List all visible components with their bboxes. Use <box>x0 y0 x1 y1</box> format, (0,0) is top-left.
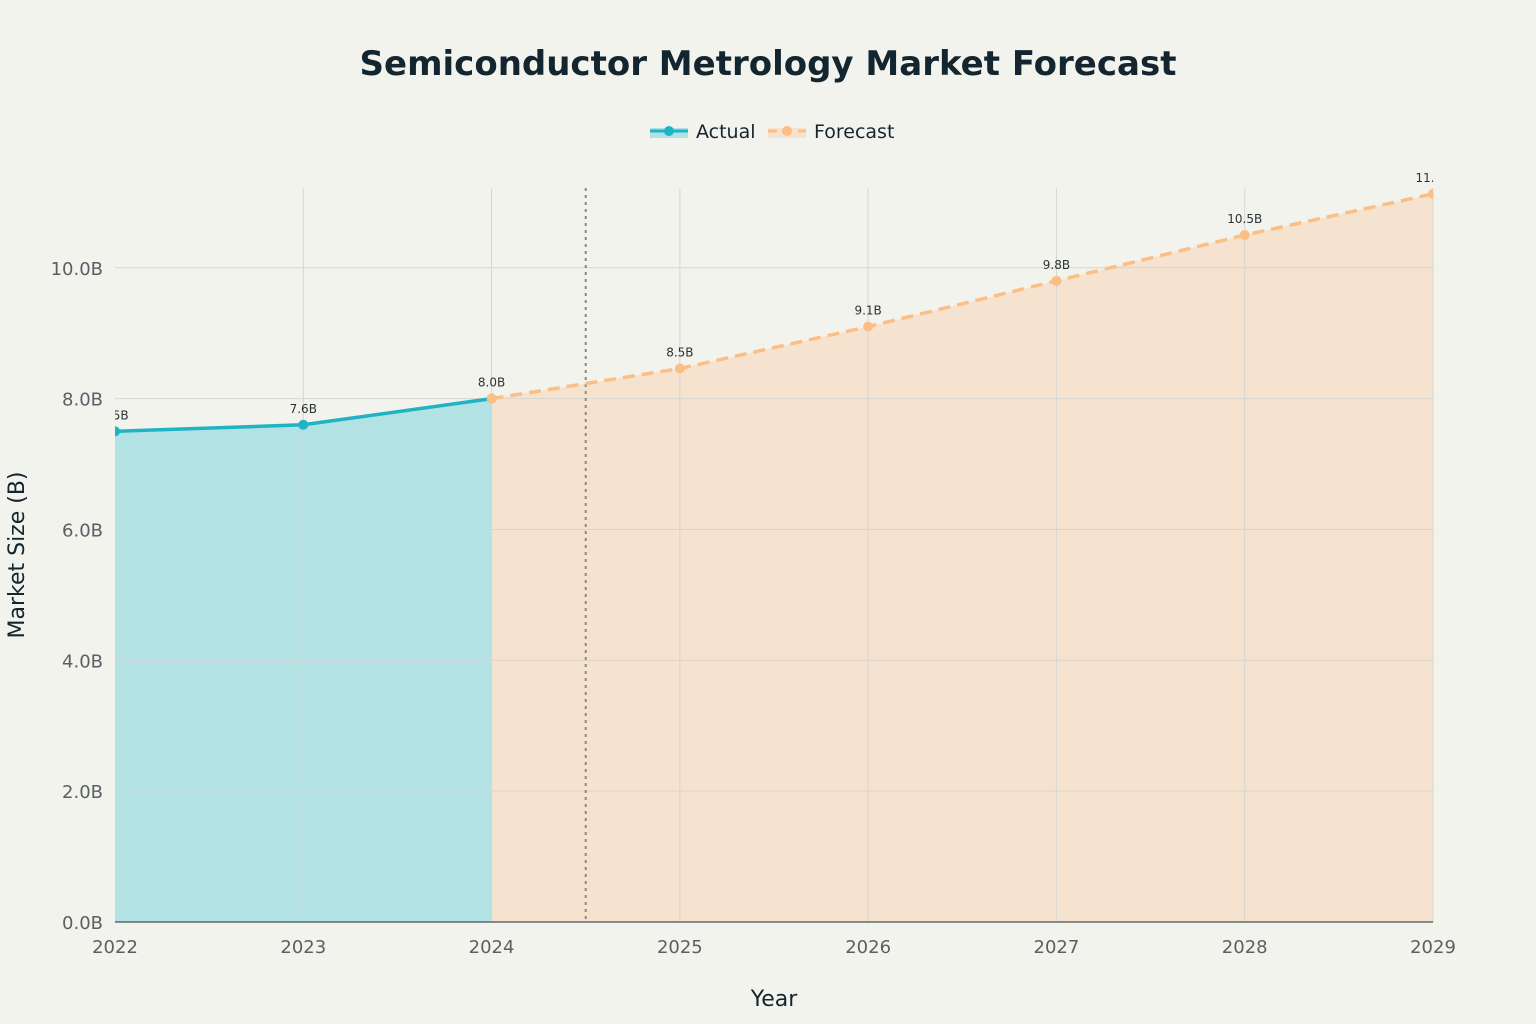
area-fill-layer <box>115 193 1434 923</box>
data-label-actual-2023: 7.6B <box>290 402 317 416</box>
legend-forecast-swatch-marker <box>782 126 792 136</box>
data-label-forecast-2028: 10.5B <box>1227 212 1262 226</box>
y-tick-label: 4.0B <box>62 651 103 672</box>
x-tick-label: 2025 <box>657 937 703 958</box>
data-label-actual-2022: 7.5B <box>101 408 128 422</box>
data-label-layer: 7.5B 7.6B 8.0B 8.5B 9.1B 9.8B 10.5B 11.1B <box>101 171 1451 422</box>
data-point-forecast-2026 <box>863 321 874 332</box>
data-point-forecast-2027 <box>1051 275 1062 286</box>
legend-actual-swatch-marker <box>664 126 674 136</box>
data-point-forecast-2029 <box>1428 188 1433 199</box>
data-point-forecast-2028 <box>1239 230 1250 241</box>
x-tick-label: 2029 <box>1410 937 1456 958</box>
area-fill-forecast <box>491 193 1434 923</box>
data-label-actual-2024: 8.0B <box>478 376 505 390</box>
y-tick-label: 6.0B <box>62 520 103 541</box>
x-axis-title: Year <box>750 987 799 1012</box>
data-point-actual-2022 <box>115 426 120 437</box>
y-tick-label: 10.0B <box>51 259 103 280</box>
y-tick-label: 2.0B <box>62 782 103 803</box>
x-tick-label: 2022 <box>92 937 138 958</box>
data-point-forecast-2025 <box>674 363 685 374</box>
clipped-labels: 7.5B 7.6B 8.0B 8.5B 9.1B 9.8B 10.5B 11.1B <box>101 171 1451 422</box>
x-tick-label: 2026 <box>845 937 891 958</box>
data-label-forecast-2027: 9.8B <box>1043 258 1070 272</box>
y-tick-label: 0.0B <box>62 913 103 934</box>
chart-title: Semiconductor Metrology Market Forecast <box>360 44 1177 84</box>
x-tick-label: 2023 <box>280 937 326 958</box>
legend-actual-label: Actual <box>696 121 756 143</box>
y-tick-label: 8.0B <box>62 390 103 411</box>
axes-layer: 0.0B 2.0B 4.0B 6.0B 8.0B 10.0B 2022 2023 2024 202… <box>51 259 1456 958</box>
data-label-forecast-2026: 9.1B <box>854 304 881 318</box>
legend-item-forecast[interactable]: Forecast <box>768 121 894 143</box>
data-label-forecast-2025: 8.5B <box>666 346 693 360</box>
data-point-actual-2023 <box>298 419 309 430</box>
x-tick-label: 2027 <box>1034 937 1080 958</box>
x-tick-label: 2028 <box>1222 937 1268 958</box>
y-axis-title: Market Size (B) <box>5 471 30 638</box>
data-label-forecast-2029: 11.1B <box>1416 171 1451 185</box>
series-line-forecast <box>491 192 1433 401</box>
legend: Actual Forecast <box>650 121 894 143</box>
series-point-layer <box>115 188 1433 437</box>
clipped-points <box>115 188 1433 437</box>
legend-item-actual[interactable]: Actual <box>650 121 756 143</box>
x-tick-label: 2024 <box>469 937 515 958</box>
data-point-forecast-2024 <box>486 393 497 404</box>
grid-layer <box>115 188 1434 922</box>
legend-forecast-label: Forecast <box>814 121 894 143</box>
